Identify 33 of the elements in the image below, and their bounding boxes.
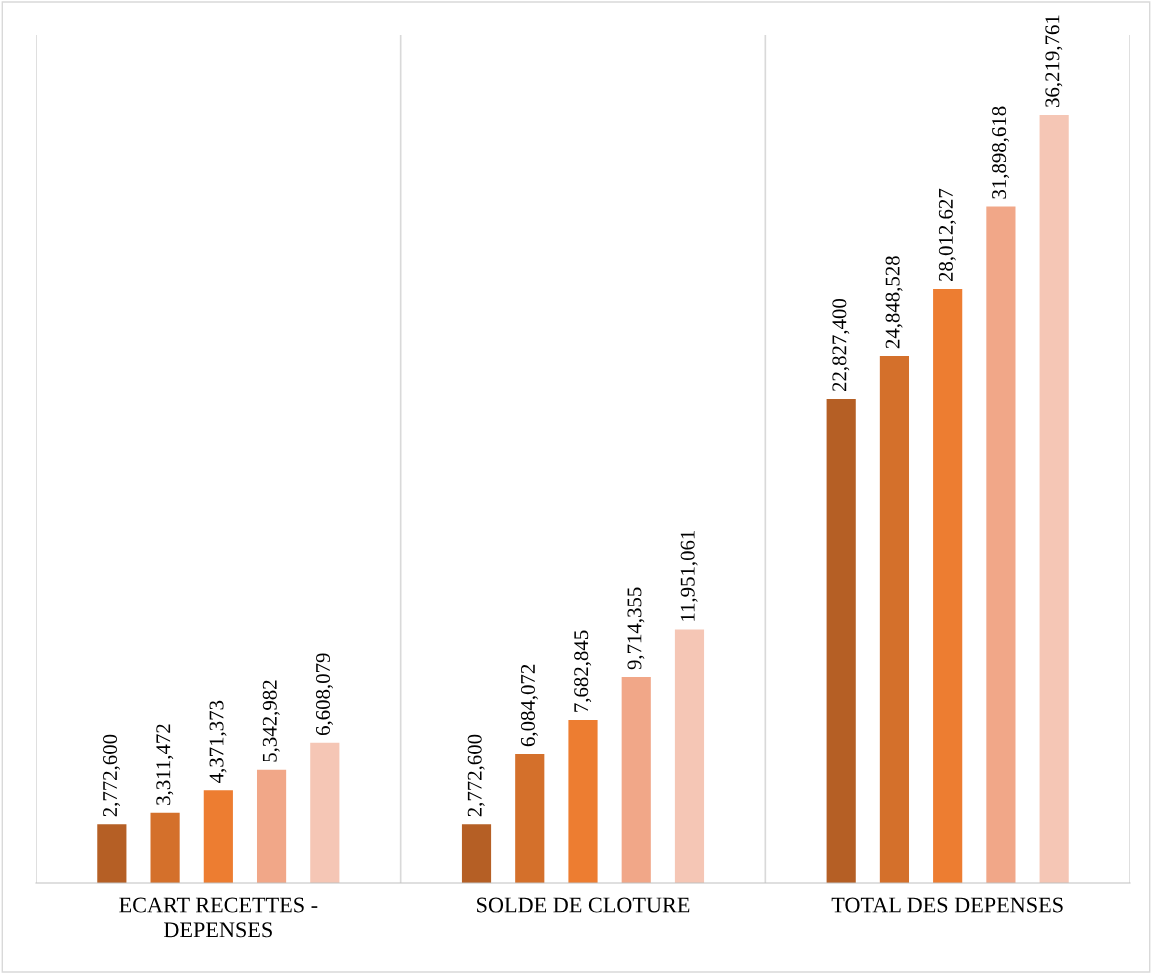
bar (1039, 114, 1069, 883)
data-label: 22,827,400 (832, 299, 850, 392)
data-label: 4,371,373 (209, 700, 227, 783)
data-label: 6,608,079 (315, 653, 334, 736)
bar (461, 824, 492, 883)
bar (203, 790, 233, 883)
bar (310, 742, 340, 883)
bar (568, 720, 598, 883)
bar (826, 398, 856, 883)
data-label: 28,012,627 (938, 188, 956, 282)
data-label: 2,772,600 (103, 734, 121, 817)
x-tick-label: ECART RECETTES - DEPENSES (119, 897, 318, 938)
bar (933, 288, 963, 883)
data-label: 9,714,355 (627, 587, 645, 670)
data-label: 6,084,072 (520, 664, 538, 747)
x-tick-label: SOLDE DE CLOTURE (477, 897, 690, 913)
bar (986, 206, 1016, 883)
data-label: 24,848,528 (885, 256, 903, 349)
bar (515, 753, 545, 883)
bar (674, 629, 705, 883)
data-label: 11,951,061 (680, 530, 698, 621)
bar (256, 769, 287, 883)
data-label: 2,772,600 (467, 734, 485, 817)
data-label: 31,898,618 (992, 106, 1010, 199)
bar (97, 824, 127, 883)
bar (621, 676, 651, 883)
data-label: 5,342,982 (262, 680, 280, 762)
data-label: 7,682,845 (574, 630, 592, 712)
bar (150, 812, 180, 883)
data-label: 36,219,761 (1045, 15, 1063, 107)
bar (879, 356, 910, 883)
data-label: 3,311,472 (156, 724, 174, 805)
x-tick-label: TOTAL DES DEPENSES (831, 897, 1063, 913)
